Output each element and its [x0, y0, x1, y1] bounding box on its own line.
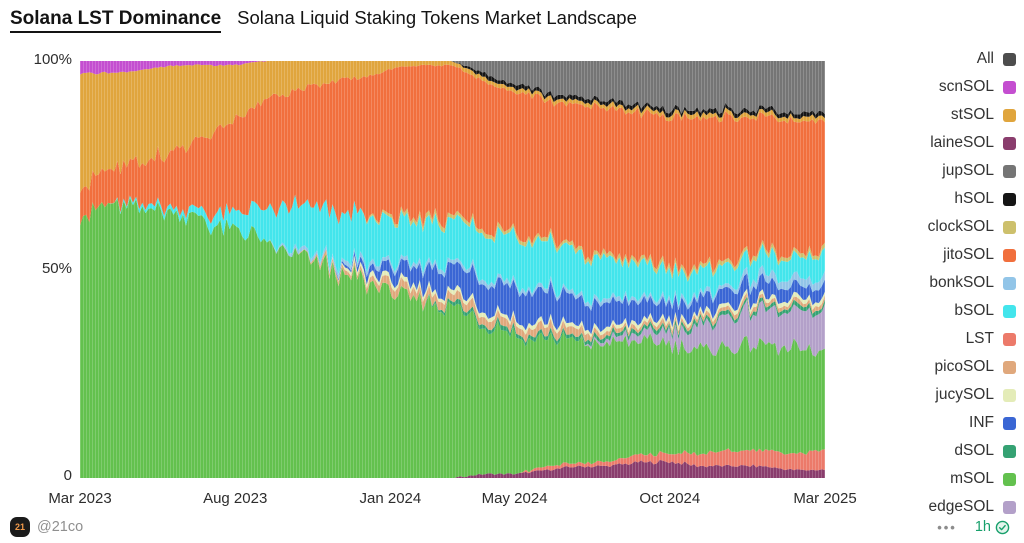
legend-swatch [1003, 192, 1016, 206]
legend: All scnSOL stSOL laineSOL jupSOL hSOL clockSOL… [928, 50, 1016, 516]
legend-label: laineSOL [930, 134, 994, 151]
header: Solana LST Dominance Solana Liquid Staki… [10, 7, 637, 33]
legend-swatch [1003, 416, 1016, 430]
legend-label: edgeSOL [928, 498, 995, 515]
legend-item-jitoSOL[interactable]: jitoSOL [943, 246, 1016, 264]
legend-label: stSOL [950, 106, 994, 123]
legend-label: jitoSOL [943, 246, 994, 263]
legend-swatch [1003, 500, 1016, 514]
check-circle-icon [995, 520, 1010, 534]
x-axis-label: Mar 2025 [793, 490, 857, 507]
legend-item-bonkSOL[interactable]: bonkSOL [929, 274, 1016, 292]
legend-swatch [1003, 136, 1016, 150]
legend-item-All[interactable]: All [977, 50, 1016, 68]
attribution-handle: @21co [37, 519, 84, 535]
legend-item-scnSOL[interactable]: scnSOL [939, 78, 1016, 96]
y-axis-label-50: 50% [41, 260, 72, 277]
attribution: 21 @21co [10, 517, 83, 537]
legend-label: jupSOL [942, 162, 994, 179]
more-menu-icon[interactable]: ••• [937, 519, 957, 535]
legend-label: mSOL [950, 470, 994, 487]
x-axis-label: May 2024 [481, 490, 548, 507]
legend-swatch [1003, 248, 1016, 262]
legend-swatch [1003, 360, 1016, 374]
legend-swatch [1003, 52, 1016, 66]
x-axis-label: Oct 2024 [639, 490, 701, 507]
legend-item-jupSOL[interactable]: jupSOL [942, 162, 1016, 180]
legend-swatch [1003, 332, 1016, 346]
legend-item-dSOL[interactable]: dSOL [954, 442, 1016, 460]
legend-item-LST[interactable]: LST [966, 330, 1016, 348]
legend-swatch [1003, 164, 1016, 178]
legend-item-edgeSOL[interactable]: edgeSOL [928, 498, 1016, 516]
legend-label: clockSOL [927, 218, 994, 235]
x-axis-label: Aug 2023 [203, 490, 268, 507]
legend-label: jucySOL [935, 386, 994, 403]
legend-label: hSOL [954, 190, 994, 207]
data-freshness-badge[interactable]: 1h [975, 519, 1010, 535]
freshness-label: 1h [974, 519, 991, 535]
legend-item-clockSOL[interactable]: clockSOL [928, 218, 1016, 236]
footer-controls: ••• 1h [937, 519, 1010, 535]
legend-swatch [1003, 80, 1016, 94]
legend-label: LST [965, 330, 994, 347]
legend-swatch [1003, 472, 1016, 486]
legend-label: picoSOL [934, 358, 994, 375]
x-axis-label: Mar 2023 [48, 490, 112, 507]
legend-item-laineSOL[interactable]: laineSOL [930, 134, 1016, 152]
legend-swatch [1003, 108, 1016, 122]
legend-swatch [1003, 220, 1016, 234]
y-axis-label-0: 0 [63, 467, 72, 484]
y-axis-label-100: 100% [33, 51, 72, 68]
legend-swatch [1003, 444, 1016, 458]
legend-label: bSOL [954, 302, 994, 319]
legend-item-mSOL[interactable]: mSOL [950, 470, 1016, 488]
x-axis: Mar 2023 Aug 2023 Jan 2024 May 2024 Oct 2024… [48, 490, 856, 510]
legend-swatch [1003, 304, 1016, 318]
page-title: Solana LST Dominance [10, 8, 222, 33]
legend-label: bonkSOL [929, 274, 994, 291]
legend-label: All [976, 50, 994, 67]
legend-item-stSOL[interactable]: stSOL [951, 106, 1016, 124]
21co-logo-icon: 21 [10, 517, 30, 537]
page-subtitle: Solana Liquid Staking Tokens Market Land… [237, 7, 637, 28]
legend-item-INF[interactable]: INF [969, 414, 1016, 432]
x-axis-label: Jan 2024 [359, 490, 422, 507]
stacked-area-chart[interactable] [80, 61, 825, 478]
legend-swatch [1003, 276, 1016, 290]
legend-label: scnSOL [938, 78, 994, 95]
legend-label: dSOL [954, 442, 994, 459]
legend-item-jucySOL[interactable]: jucySOL [935, 386, 1016, 404]
legend-label: INF [969, 414, 994, 431]
legend-item-picoSOL[interactable]: picoSOL [935, 358, 1016, 376]
legend-swatch [1003, 388, 1016, 402]
legend-item-hSOL[interactable]: hSOL [954, 190, 1016, 208]
legend-item-bSOL[interactable]: bSOL [954, 302, 1016, 320]
